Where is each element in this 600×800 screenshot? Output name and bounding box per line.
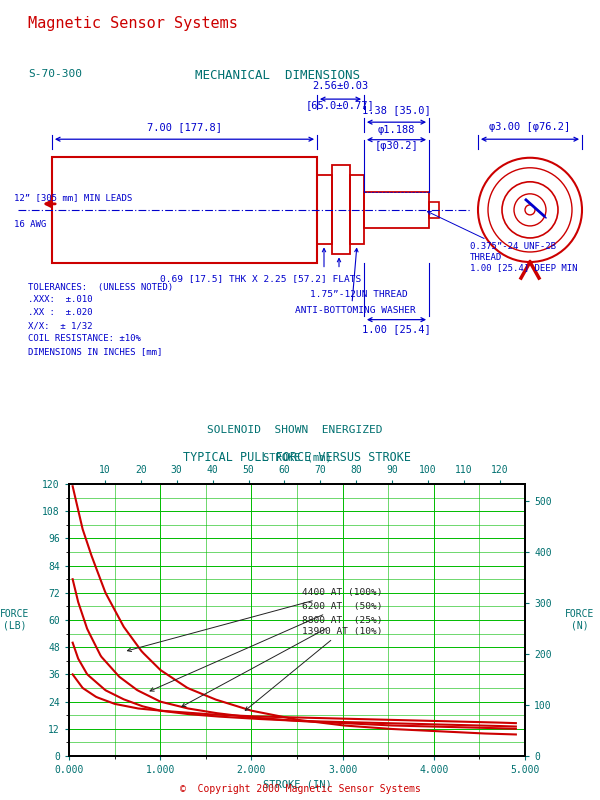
Text: [φ30.2]: [φ30.2] bbox=[374, 141, 418, 150]
Text: 6200 AT  (50%): 6200 AT (50%) bbox=[150, 602, 382, 691]
Text: 2.56±0.03: 2.56±0.03 bbox=[312, 81, 368, 91]
Bar bbox=[364, 192, 429, 228]
Bar bbox=[429, 202, 439, 218]
Text: TYPICAL PULL FORCE VERSUS STROKE: TYPICAL PULL FORCE VERSUS STROKE bbox=[183, 451, 411, 464]
X-axis label: STROKE (IN): STROKE (IN) bbox=[263, 779, 331, 789]
Text: ANTI-BOTTOMING WASHER: ANTI-BOTTOMING WASHER bbox=[295, 306, 416, 314]
Bar bbox=[350, 175, 364, 245]
Text: MECHANICAL  DIMENSIONS: MECHANICAL DIMENSIONS bbox=[195, 69, 360, 82]
Text: 7.00 [177.8]: 7.00 [177.8] bbox=[147, 122, 222, 132]
Text: Magnetic Sensor Systems: Magnetic Sensor Systems bbox=[28, 16, 238, 31]
Text: 1.75”-12UN THREAD: 1.75”-12UN THREAD bbox=[310, 290, 408, 298]
Text: 16 AWG: 16 AWG bbox=[14, 220, 46, 229]
Bar bbox=[52, 158, 317, 262]
Text: φ1.188: φ1.188 bbox=[378, 125, 415, 134]
Bar bbox=[317, 175, 332, 245]
Text: ©  Copyright 2000 Magnetic Sensor Systems: © Copyright 2000 Magnetic Sensor Systems bbox=[179, 784, 421, 794]
X-axis label: STROKE (mm): STROKE (mm) bbox=[263, 453, 331, 463]
Text: SOLENOID  SHOWN  ENERGIZED: SOLENOID SHOWN ENERGIZED bbox=[207, 425, 383, 435]
Y-axis label: FORCE
(N): FORCE (N) bbox=[565, 610, 594, 630]
Text: 13900 AT (10%): 13900 AT (10%) bbox=[245, 627, 382, 710]
Text: [65.0±0.77]: [65.0±0.77] bbox=[305, 100, 374, 110]
Text: 8800 AT  (25%): 8800 AT (25%) bbox=[182, 615, 382, 706]
Text: 0.375”-24 UNF-2B
THREAD
1.00 [25.4] DEEP MIN: 0.375”-24 UNF-2B THREAD 1.00 [25.4] DEEP… bbox=[427, 211, 577, 272]
Text: 0.69 [17.5] THK X 2.25 [57.2] FLATS: 0.69 [17.5] THK X 2.25 [57.2] FLATS bbox=[160, 274, 361, 283]
Text: 1.00 [25.4]: 1.00 [25.4] bbox=[362, 324, 431, 334]
Y-axis label: FORCE
(LB): FORCE (LB) bbox=[0, 610, 29, 630]
Text: φ3.00 [φ76.2]: φ3.00 [φ76.2] bbox=[490, 122, 571, 132]
Text: 4400 AT (100%): 4400 AT (100%) bbox=[127, 588, 382, 651]
Text: 12” [305 mm] MIN LEADS: 12” [305 mm] MIN LEADS bbox=[14, 193, 132, 202]
Bar bbox=[332, 166, 350, 254]
Text: S-70-300: S-70-300 bbox=[28, 69, 82, 79]
Text: TOLERANCES:  (UNLESS NOTED)
.XXX:  ±.010
.XX :  ±.020
X/X:  ± 1/32
COIL RESISTAN: TOLERANCES: (UNLESS NOTED) .XXX: ±.010 .… bbox=[28, 282, 173, 356]
Text: 1.38 [35.0]: 1.38 [35.0] bbox=[362, 105, 431, 115]
